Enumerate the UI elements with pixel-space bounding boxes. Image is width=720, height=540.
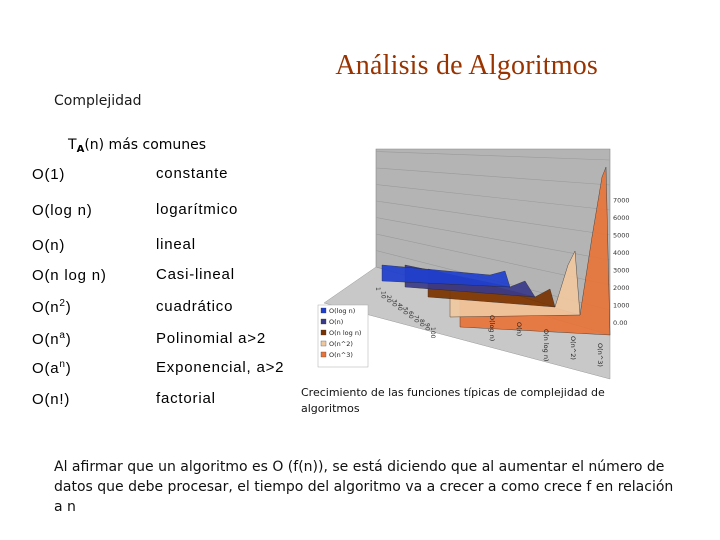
y-tick-label: 2000 [613, 284, 630, 292]
complexity-notation: O(na) [32, 330, 72, 348]
y-tick-label: 3000 [613, 267, 630, 275]
x-tick-label: 1 [374, 287, 381, 291]
notation-base: O(n [32, 299, 60, 316]
complexity-description: Exponencial, a>2 [156, 359, 285, 376]
complexity-row: O(an) Exponencial, a>2 [0, 359, 310, 381]
complexity-row: O(n log n) Casi-lineal [0, 266, 310, 288]
notation-base: O(1) [32, 166, 66, 183]
legend-swatch [320, 351, 327, 358]
legend-label: O(log n) [329, 307, 355, 315]
slide-subtitle: Complejidad [54, 93, 142, 109]
notation-base: O(log n) [32, 202, 93, 219]
chart-legend: O(log n) O(n) O(n log n) O(n^2) O(n^3) [317, 304, 369, 368]
body-paragraph: Al afirmar que un algoritmo es O (f(n)),… [54, 459, 674, 515]
table-heading-prefix: T [68, 137, 77, 153]
chart-gridline [375, 167, 611, 186]
chart-gridline [375, 184, 611, 211]
chart-gridline [375, 151, 611, 161]
notation-exponent: a [59, 330, 66, 341]
notation-base: O(a [32, 360, 60, 377]
legend-label: O(n) [329, 318, 343, 326]
complexity-notation: O(n2) [32, 298, 72, 316]
complexity-notation: O(n!) [32, 390, 70, 408]
series-axis-label: O(n^3) [596, 343, 604, 367]
legend-swatch [320, 329, 327, 336]
table-heading-suffix: (n) más comunes [84, 137, 207, 153]
complexity-description: Polinomial a>2 [156, 330, 267, 347]
notation-base: O(n log n) [32, 267, 107, 284]
complexity-row: O(1) constante [0, 165, 310, 187]
notation-base: O(n [32, 331, 60, 348]
complexity-notation: O(an) [32, 359, 72, 377]
x-tick-label: 70 [413, 315, 420, 323]
complexity-chart: 0.00 1000 2000 3000 4000 5000 6000 7000 1 10 20 30 4… [310, 147, 640, 382]
y-tick-label: 5000 [613, 232, 630, 240]
x-tick-label: 20 [385, 295, 392, 303]
notation-exponent: n [59, 359, 66, 370]
complexity-notation: O(1) [32, 165, 65, 183]
notation-close: ) [65, 299, 72, 316]
x-tick-label: 100 [429, 327, 436, 339]
y-tick-label: 1000 [613, 302, 630, 310]
legend-box [317, 304, 369, 368]
legend-label: O(n^2) [329, 340, 353, 348]
complexity-description: factorial [156, 390, 216, 407]
notation-close: ) [65, 360, 72, 377]
legend-swatch [320, 307, 327, 314]
legend-swatch [320, 318, 327, 325]
chart-caption: Crecimiento de las funciones típicas de … [301, 386, 605, 415]
complexity-chart-svg: 0.00 1000 2000 3000 4000 5000 6000 7000 11020304… [317, 148, 630, 380]
series-log [381, 264, 511, 288]
complexity-description: constante [156, 165, 229, 182]
y-tick-label: 7000 [613, 197, 630, 205]
y-tick-label: 6000 [613, 214, 630, 222]
x-tick-label: 10 [380, 291, 387, 299]
complexity-row: O(na) Polinomial a>2 [0, 330, 310, 352]
table-heading: TA(n) más comunes [68, 137, 206, 155]
series-axis-label: O(n) [515, 322, 523, 336]
complexity-row: O(n2) cuadrático [0, 298, 310, 320]
notation-base: O(n) [32, 237, 66, 254]
series-axis-label: O(n log n) [542, 329, 550, 361]
slide-title: Análisis de Algoritmos [335, 50, 598, 81]
complexity-notation: O(n log n) [32, 266, 107, 284]
complexity-description: cuadrático [156, 298, 234, 315]
legend-label: O(n log n) [329, 329, 361, 337]
complexity-row: O(n) lineal [0, 236, 310, 258]
legend-label: O(n^3) [329, 351, 353, 359]
x-tick-label: 80 [418, 319, 425, 327]
complexity-notation: O(log n) [32, 201, 93, 219]
complexity-description: lineal [156, 236, 196, 253]
notation-base: O(n!) [32, 391, 71, 408]
x-tick-label: 40 [396, 303, 403, 311]
complexity-row: O(n!) factorial [0, 390, 310, 412]
y-tick-label: 4000 [613, 249, 630, 257]
complexity-description: Casi-lineal [156, 266, 235, 283]
series-axis-label: O(n^2) [569, 336, 577, 360]
complexity-notation: O(n) [32, 236, 65, 254]
x-tick-label: 90 [424, 323, 431, 331]
notation-close: ) [65, 331, 72, 348]
series-axis-label: O(log n) [488, 315, 496, 341]
complexity-row: O(log n) logarítmico [0, 201, 310, 223]
y-tick-label: 0.00 [613, 319, 627, 327]
x-tick-label: 50 [402, 307, 409, 315]
chart-gridline [375, 200, 611, 236]
x-tick-label: 30 [391, 299, 398, 307]
chart-gridline [375, 217, 611, 261]
legend-swatch [320, 340, 327, 347]
notation-exponent: 2 [59, 298, 66, 309]
x-tick-label: 60 [407, 311, 414, 319]
table-heading-subscript: A [76, 144, 85, 155]
complexity-description: logarítmico [156, 201, 239, 218]
